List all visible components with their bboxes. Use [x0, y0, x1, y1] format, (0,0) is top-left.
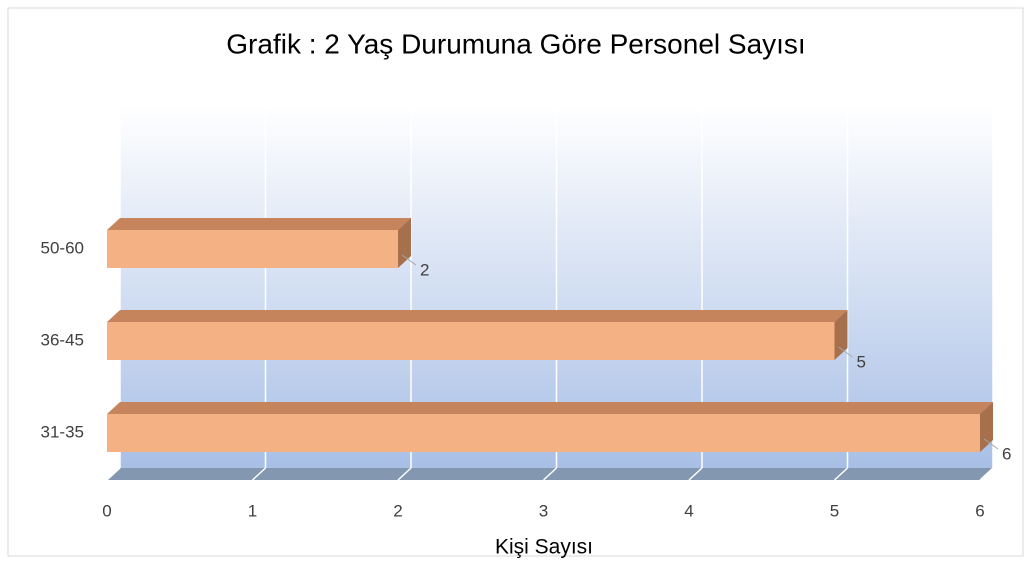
- leader-line: [838, 346, 853, 358]
- chart-title: Grafik : 2 Yaş Durumuna Göre Personel Sa…: [226, 28, 805, 59]
- grid-line: [542, 467, 558, 481]
- bar: [107, 322, 835, 360]
- bar: [107, 414, 980, 452]
- grid-line: [833, 467, 849, 481]
- grid-line: [106, 467, 121, 481]
- data-label: 6: [1002, 444, 1011, 463]
- bar-side: [398, 218, 411, 268]
- bar-side: [980, 402, 993, 452]
- grid-line: [251, 467, 267, 481]
- x-tick-label: 3: [539, 501, 548, 520]
- x-tick-label: 1: [248, 501, 257, 520]
- x-axis-label: Kişi Sayısı: [495, 536, 593, 559]
- bar-top: [107, 218, 411, 230]
- x-tick-label: 0: [102, 501, 111, 520]
- x-tick-label: 4: [684, 501, 693, 520]
- grid-line: [397, 467, 412, 481]
- leader-line: [401, 254, 417, 266]
- data-label: 2: [420, 260, 429, 279]
- x-tick-label: 5: [830, 501, 839, 520]
- leader-line: [983, 438, 999, 450]
- x-tick-label: 2: [393, 501, 402, 520]
- grid-line: [979, 467, 994, 481]
- y-tick-label: 50-60: [41, 238, 84, 257]
- grid-line: [688, 467, 703, 481]
- bar-side: [834, 310, 848, 360]
- bar-top: [107, 402, 993, 414]
- y-tick-label: 36-45: [41, 330, 84, 349]
- x-tick-label: 6: [975, 501, 984, 520]
- data-label: 5: [857, 352, 866, 371]
- bar: [107, 230, 398, 268]
- bar-top: [107, 310, 848, 322]
- y-tick-label: 31-35: [41, 422, 84, 441]
